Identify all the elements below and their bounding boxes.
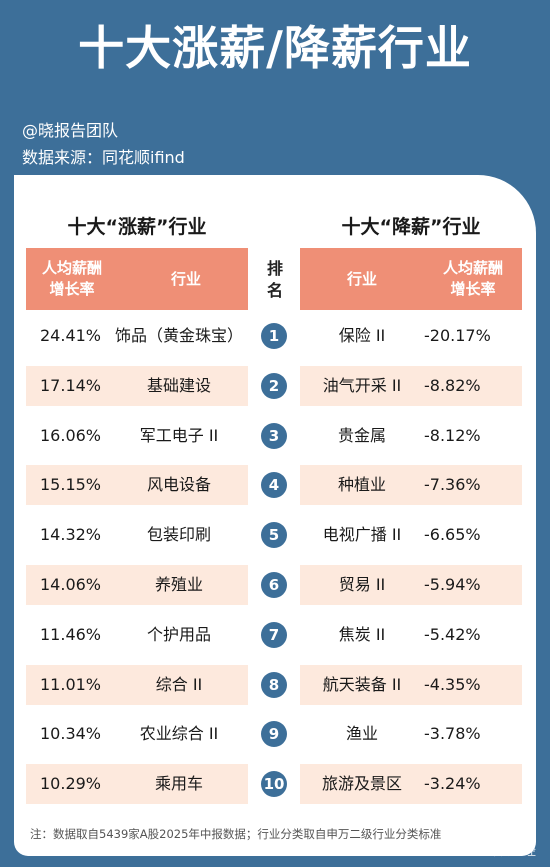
growth-rate-header: 人均薪酬 增长率 bbox=[26, 258, 118, 300]
left-industry-name: 基础建设 bbox=[146, 376, 211, 395]
right-growth-value: -20.17% bbox=[424, 326, 491, 345]
left-industry-name: 综合 II bbox=[155, 675, 203, 694]
left-industry-name: 个护用品 bbox=[146, 625, 211, 644]
right-growth-value: -8.82% bbox=[424, 376, 481, 395]
right-industry-name: 旅游及景区 bbox=[321, 774, 402, 793]
rank-header-line2: 名 bbox=[266, 281, 283, 300]
right-industry-name: 贵金属 bbox=[337, 426, 386, 445]
row-stripe bbox=[26, 665, 248, 705]
left-industry-name: 农业综合 II bbox=[139, 724, 219, 743]
right-growth-value: -4.35% bbox=[424, 675, 481, 694]
left-growth-value: 17.14% bbox=[40, 376, 102, 395]
right-section-title: 十大“降薪”行业 bbox=[341, 216, 481, 238]
rank-badge: 7 bbox=[261, 622, 287, 648]
left-growth-value: 14.32% bbox=[40, 525, 102, 544]
industry-header: 行业 bbox=[346, 270, 377, 288]
left-growth-value: 24.41% bbox=[40, 326, 102, 345]
rank-badge: 6 bbox=[261, 572, 287, 598]
right-industry-name: 贸易 II bbox=[338, 575, 386, 594]
rank-badge: 1 bbox=[261, 323, 287, 349]
growth-header-line2: 增长率 bbox=[450, 280, 496, 298]
row-stripe bbox=[300, 665, 522, 705]
footnote: 注：数据取自5439家A股2025年中报数据；行业分类取自申万二级行业分类标准 bbox=[30, 827, 442, 841]
rank-badge: 9 bbox=[261, 721, 287, 747]
row-stripe bbox=[300, 764, 522, 804]
left-industry-name: 军工电子 II bbox=[139, 426, 219, 445]
rank-header: 排 名 bbox=[256, 258, 294, 302]
rank-badge: 4 bbox=[261, 472, 287, 498]
right-growth-value: -5.42% bbox=[424, 625, 481, 644]
left-growth-value: 10.29% bbox=[40, 774, 102, 793]
right-industry-name: 航天装备 II bbox=[322, 675, 402, 694]
rank-badge: 3 bbox=[261, 423, 287, 449]
row-stripe bbox=[26, 565, 248, 605]
right-growth-value: -8.12% bbox=[424, 426, 481, 445]
left-industry-name: 包装印刷 bbox=[146, 525, 211, 544]
left-industry-name: 饰品（黄金珠宝） bbox=[114, 326, 243, 345]
right-growth-value: -5.94% bbox=[424, 575, 481, 594]
left-growth-value: 10.34% bbox=[40, 724, 102, 743]
left-table-header: 人均薪酬 增长率 行业 bbox=[26, 248, 248, 310]
right-growth-value: -6.65% bbox=[424, 525, 481, 544]
growth-header-line1: 人均薪酬 bbox=[41, 259, 102, 277]
rank-badge: 8 bbox=[261, 672, 287, 698]
left-industry-name: 风电设备 bbox=[146, 475, 211, 494]
watermark: 新浪财经 bbox=[483, 844, 536, 859]
growth-rate-header: 人均薪酬 增长率 bbox=[424, 258, 522, 300]
row-stripe bbox=[300, 366, 522, 406]
right-industry-name: 保险 II bbox=[338, 326, 386, 345]
rank-badge: 5 bbox=[261, 522, 287, 548]
industry-header: 行业 bbox=[170, 270, 201, 288]
right-industry-name: 电视广播 II bbox=[322, 525, 402, 544]
left-growth-value: 15.15% bbox=[40, 475, 102, 494]
left-growth-value: 14.06% bbox=[40, 575, 102, 594]
right-industry-name: 渔业 bbox=[345, 724, 378, 743]
row-stripe bbox=[26, 764, 248, 804]
right-growth-value: -3.24% bbox=[424, 774, 481, 793]
row-stripe bbox=[300, 465, 522, 505]
right-table-header: 行业 人均薪酬 增长率 bbox=[300, 248, 522, 310]
left-growth-value: 11.46% bbox=[40, 625, 102, 644]
right-industry-name: 焦炭 II bbox=[338, 625, 386, 644]
row-stripe bbox=[26, 366, 248, 406]
rank-badge: 10 bbox=[261, 771, 287, 797]
row-stripe bbox=[300, 565, 522, 605]
growth-header-line1: 人均薪酬 bbox=[442, 259, 503, 277]
rank-header-line1: 排 bbox=[266, 259, 283, 278]
row-stripe bbox=[26, 465, 248, 505]
right-industry-name: 种植业 bbox=[337, 475, 386, 494]
left-section-title: 十大“涨薪”行业 bbox=[67, 216, 207, 238]
right-growth-value: -7.36% bbox=[424, 475, 481, 494]
left-industry-name: 养殖业 bbox=[154, 575, 203, 594]
data-source-label: 数据来源：同花顺ifind bbox=[22, 148, 185, 167]
page-title: 十大涨薪/降薪行业 bbox=[78, 21, 472, 75]
right-industry-name: 油气开采 II bbox=[322, 376, 402, 395]
growth-header-line2: 增长率 bbox=[49, 280, 95, 298]
left-industry-name: 乘用车 bbox=[154, 774, 203, 793]
left-growth-value: 11.01% bbox=[40, 675, 102, 694]
rank-badge: 2 bbox=[261, 373, 287, 399]
right-growth-value: -3.78% bbox=[424, 724, 481, 743]
author-label: @晓报告团队 bbox=[22, 121, 119, 140]
left-growth-value: 16.06% bbox=[40, 426, 102, 445]
